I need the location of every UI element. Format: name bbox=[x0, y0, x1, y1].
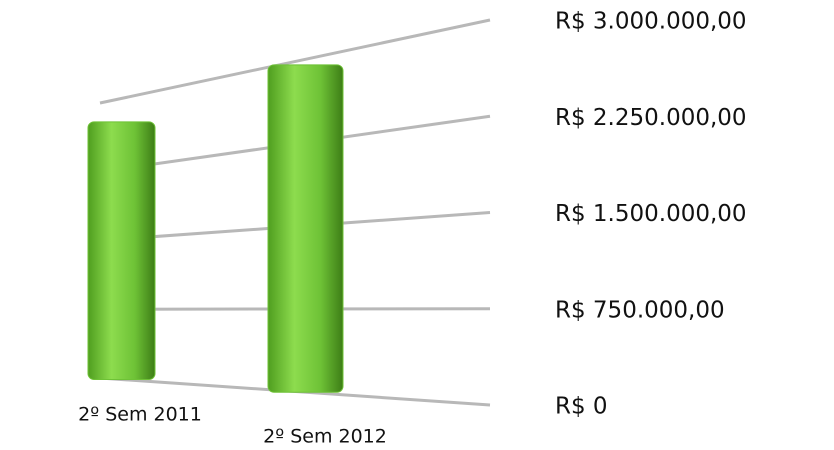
y-tick-label: R$ 3.000.000,00 bbox=[555, 9, 747, 35]
bar bbox=[267, 64, 344, 393]
x-tick-label: 2º Sem 2011 bbox=[78, 404, 202, 426]
x-tick-label: 2º Sem 2012 bbox=[263, 426, 387, 448]
y-tick-label: R$ 0 bbox=[555, 394, 608, 420]
y-tick-label: R$ 1.500.000,00 bbox=[555, 201, 747, 227]
bar bbox=[87, 121, 156, 380]
y-tick-label: R$ 750.000,00 bbox=[555, 297, 725, 323]
y-tick-label: R$ 2.250.000,00 bbox=[555, 105, 747, 131]
grid-line bbox=[99, 18, 491, 105]
